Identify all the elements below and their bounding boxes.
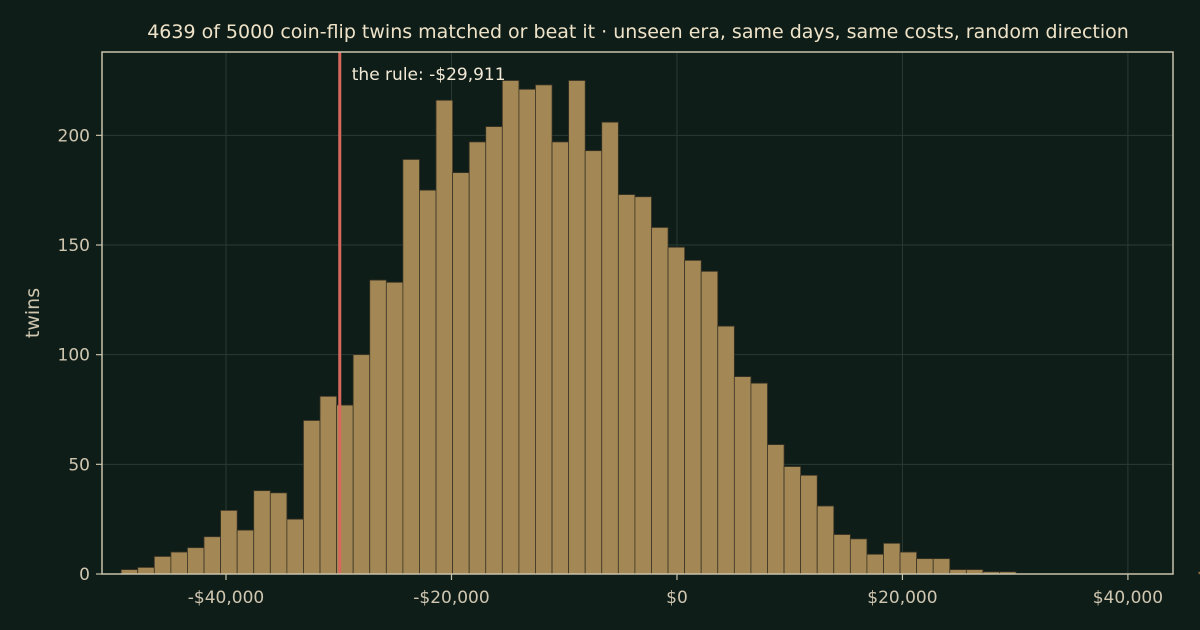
x-tick-label: -$20,000	[413, 588, 489, 608]
x-tick-label: $20,000	[867, 588, 937, 608]
histogram-bar	[717, 325, 735, 575]
x-tick-label: -$40,000	[188, 588, 264, 608]
histogram-bar	[220, 509, 238, 575]
histogram-bar	[568, 80, 586, 575]
histogram-bar	[750, 382, 768, 575]
y-tick-label: 0	[79, 565, 90, 585]
histogram-bar	[684, 259, 702, 575]
histogram-bar	[253, 490, 271, 575]
histogram-bar	[866, 553, 884, 575]
histogram-bar	[153, 556, 172, 575]
histogram-bar	[849, 538, 868, 575]
histogram-bar	[187, 547, 205, 575]
histogram-bar	[518, 88, 536, 575]
histogram-bar	[303, 420, 321, 575]
histogram-bar	[402, 159, 420, 575]
histogram-bar	[419, 189, 437, 575]
histogram-bar	[269, 492, 288, 575]
histogram-bar	[385, 281, 404, 575]
plot-frame	[101, 51, 1174, 575]
histogram-bar	[667, 246, 686, 575]
histogram-bar	[137, 567, 155, 575]
y-tick-label: 200	[58, 126, 90, 146]
histogram-bar	[816, 505, 835, 575]
histogram-bar	[286, 518, 304, 575]
histogram-bar	[485, 126, 503, 575]
histogram-bar	[352, 354, 371, 575]
y-axis-ticks: 0 50 100 150 200	[58, 126, 102, 585]
histogram-bar	[584, 150, 603, 575]
x-tick-label: $40,000	[1093, 588, 1163, 608]
rule-marker-label: the rule: -$29,911	[352, 65, 506, 85]
y-tick-label: 100	[58, 346, 90, 366]
histogram-bar	[435, 99, 454, 575]
histogram-bar	[501, 80, 520, 575]
histogram-bar	[319, 395, 338, 575]
x-axis-ticks: -$40,000 -$20,000 $0 $20,000 $40,000	[188, 574, 1163, 608]
y-tick-label: 50	[68, 455, 90, 475]
histogram-bar	[617, 194, 636, 575]
histogram-bar	[1197, 571, 1200, 575]
histogram-bar	[634, 196, 652, 575]
histogram-bar	[733, 376, 752, 575]
histogram-bar	[601, 121, 619, 575]
y-axis-label: twins	[22, 288, 44, 338]
chart-title: 4639 of 5000 coin-flip twins matched or …	[147, 21, 1129, 43]
histogram-bar	[916, 558, 934, 575]
histogram-bar	[899, 551, 918, 575]
histogram-bar	[551, 141, 570, 575]
histogram-bar	[651, 227, 669, 575]
histogram-bar	[170, 551, 188, 575]
histogram-bar	[468, 141, 487, 575]
histogram-bars	[120, 80, 1200, 575]
histogram-bar	[700, 270, 719, 575]
histogram-bar	[236, 529, 255, 575]
histogram-bar	[369, 279, 387, 575]
histogram-bar	[883, 542, 901, 575]
histogram-bar	[783, 466, 802, 575]
rule-marker: the rule: -$29,911	[338, 52, 506, 574]
histogram-bar	[767, 444, 785, 575]
histogram-bar	[452, 172, 470, 575]
histogram-bar	[800, 474, 818, 575]
histogram-bar	[932, 558, 951, 575]
x-tick-label: $0	[666, 588, 688, 608]
histogram-bar	[203, 536, 221, 575]
histogram-bar	[535, 84, 553, 575]
y-tick-label: 150	[58, 236, 90, 256]
histogram-bar	[833, 534, 851, 575]
